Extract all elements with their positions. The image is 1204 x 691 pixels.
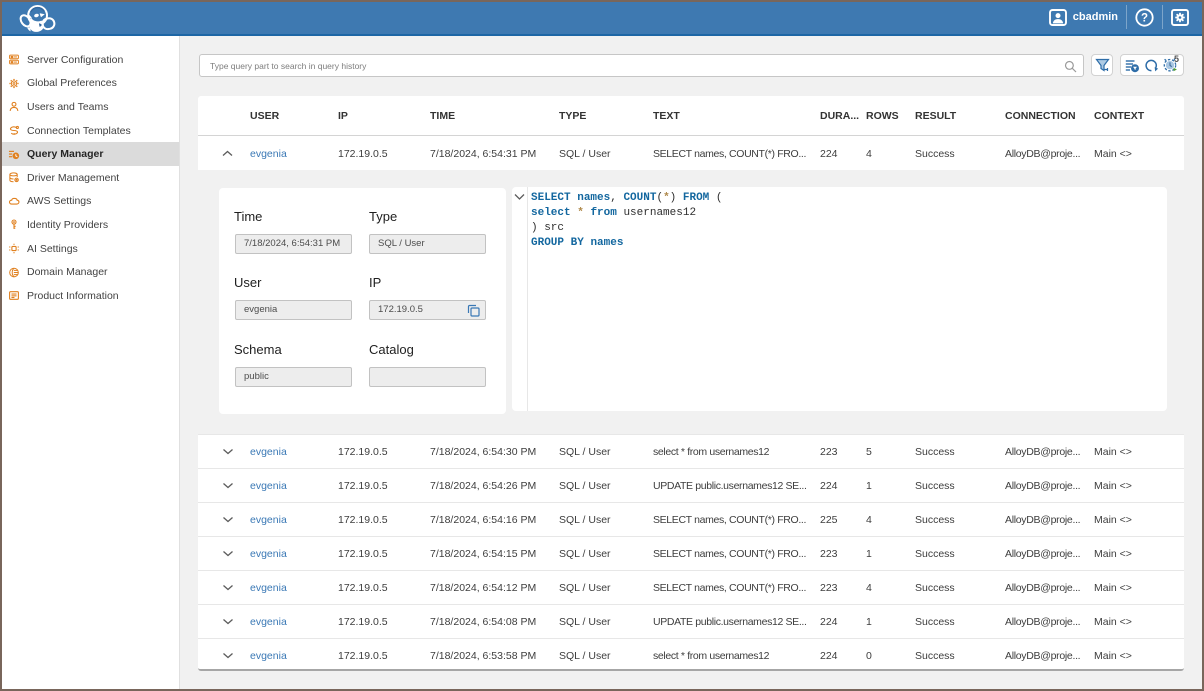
svg-text:?: ? bbox=[1141, 12, 1148, 24]
